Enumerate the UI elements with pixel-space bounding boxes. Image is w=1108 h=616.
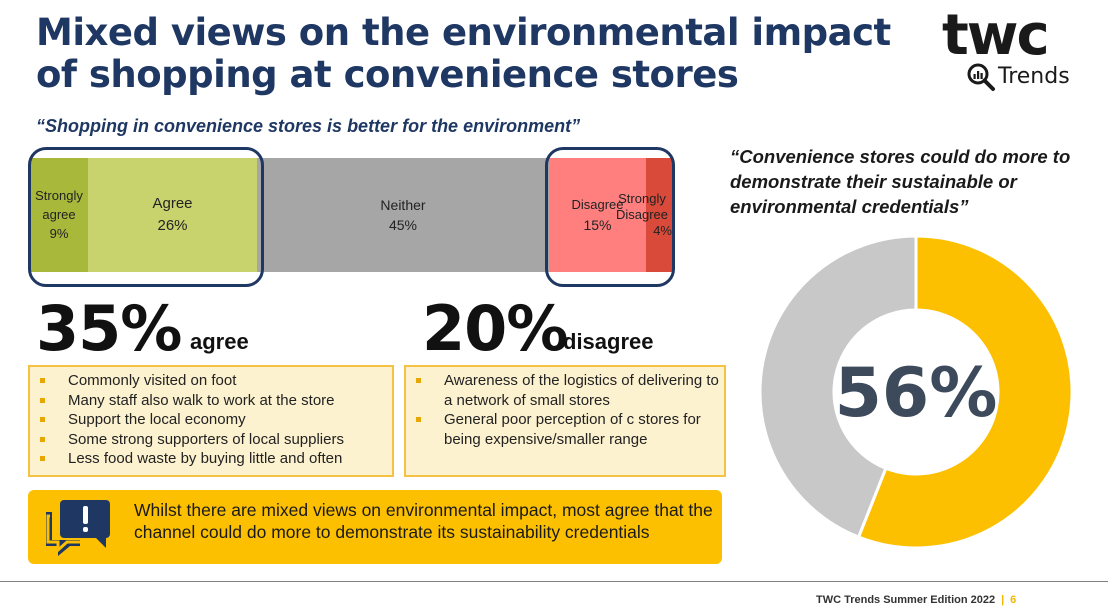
logo-subtitle: Trends	[998, 64, 1070, 89]
agree-word: agree	[190, 329, 249, 354]
bar-segment: Strongly Disagree 4%	[616, 158, 672, 272]
agree-reasons-list: Commonly visited on foot Many staff also …	[30, 371, 392, 469]
footer-separator: |	[1001, 594, 1005, 606]
bar-segment: Disagree 15%	[549, 158, 646, 272]
bar-segment: Neither 45%	[257, 158, 549, 272]
segment-label: Agree	[152, 195, 193, 212]
logo-wordmark: twc	[942, 3, 1050, 68]
donut-slice	[760, 236, 918, 539]
agree-reason-item: Many staff also walk to work at the stor…	[30, 391, 392, 411]
footer-divider	[0, 581, 1108, 582]
segment-label: Disagree	[571, 197, 624, 212]
agree-reason-item: Some strong supporters of local supplier…	[30, 430, 392, 450]
callout-text: Whilst there are mixed views on environm…	[134, 500, 713, 542]
agree-reason-item: Commonly visited on foot	[30, 371, 392, 391]
donut-chart: 56%	[760, 236, 1072, 548]
disagree-highlight-box	[545, 147, 675, 287]
segment-label: Strongly agree	[35, 188, 83, 222]
segment-value: 9%	[49, 226, 69, 241]
agree-reasons-panel: Commonly visited on foot Many staff also …	[28, 365, 394, 477]
disagree-word: disagree	[563, 329, 654, 354]
segment-value: 26%	[157, 217, 188, 234]
callout-banner	[28, 490, 722, 564]
agree-reason-item: Less food waste by buying little and oft…	[30, 449, 392, 469]
agree-percent: 35%	[36, 292, 182, 365]
donut-center-label: 56%	[835, 354, 998, 433]
segment-label: Neither	[380, 197, 426, 213]
left-chart-quote: “Shopping in convenience stores is bette…	[36, 116, 581, 136]
footer: TWC Trends Summer Edition 2022 | 6	[816, 594, 1016, 606]
agree-highlight-box	[28, 147, 264, 287]
page-number: 6	[1010, 594, 1017, 606]
segment-value: 4%	[653, 223, 672, 238]
disagree-reasons-list: Awareness of the logistics of delivering…	[406, 371, 724, 449]
segment-label: Strongly Disagree	[615, 191, 669, 222]
segment-value: 45%	[388, 217, 418, 233]
stacked-bar-chart: Strongly agree 9% Agree 26% Neither 45% Disagr…	[30, 158, 672, 272]
bar-segment: Agree 26%	[88, 158, 257, 272]
agree-reason-item: Support the local economy	[30, 410, 392, 430]
disagree-reason-item: General poor perception of c stores for …	[406, 410, 724, 449]
magnifier-chart-icon	[967, 63, 995, 91]
disagree-reason-item: Awareness of the logistics of delivering…	[406, 371, 724, 410]
right-chart-quote: “Convenience stores could do more to dem…	[730, 146, 1071, 217]
page-title: Mixed views on the environmental impact …	[36, 11, 891, 96]
footer-text: TWC Trends Summer Edition 2022	[816, 594, 996, 606]
donut-slice	[856, 236, 1072, 548]
disagree-percent: 20%	[422, 292, 568, 365]
segment-value: 15%	[583, 217, 612, 233]
alert-chat-icon	[46, 500, 110, 556]
bar-segment: Strongly agree 9%	[30, 158, 88, 272]
disagree-reasons-panel: Awareness of the logistics of delivering…	[404, 365, 726, 477]
